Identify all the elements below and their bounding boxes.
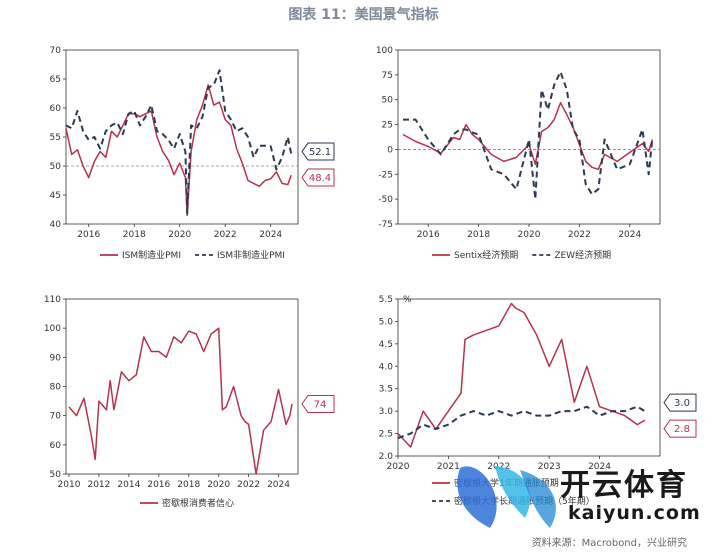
x-tick-label: 2018 <box>467 230 490 240</box>
y-tick-label: -50 <box>378 195 393 205</box>
x-tick-label: 2024 <box>618 230 641 240</box>
chart-panel-3: 50 60 70 80 90 100 110 2010 2012 2014 2016 2018 2020… <box>44 295 335 509</box>
end-value-label: 52.1 <box>309 147 331 158</box>
y-tick-label: 50 <box>50 162 62 172</box>
series-line-1 <box>402 101 654 171</box>
x-tick-label: 2010 <box>58 480 81 490</box>
x-tick-label: 2012 <box>87 480 110 490</box>
end-value-callout <box>663 419 697 438</box>
series-line-2 <box>65 69 293 215</box>
legend-label: Sentix经济预期 <box>454 249 518 261</box>
y-tick-label: 3.0 <box>379 407 394 417</box>
x-tick-label: 2022 <box>214 230 237 240</box>
series-line-1 <box>397 302 646 448</box>
y-tick-label: 100 <box>376 46 393 56</box>
x-tick-label: 2022 <box>568 230 591 240</box>
end-value-callout <box>301 168 335 187</box>
y-tick-label: 75 <box>382 71 393 81</box>
y-tick-label: 65 <box>50 75 61 85</box>
y-tick-label: 50 <box>50 470 62 480</box>
x-tick-label: 2020 <box>518 230 541 240</box>
y-tick-label: 60 <box>50 104 62 114</box>
watermark-title: 开云体育 <box>560 468 688 503</box>
y-tick-label: 70 <box>50 46 62 56</box>
plot-frame <box>397 298 661 457</box>
y-tick-label: 4.0 <box>379 362 394 372</box>
chart-panel-1: 40 45 50 55 60 65 70 2016 2018 2020 2022 2024 52.1 48… <box>50 46 335 261</box>
y-tick-label: -75 <box>378 220 393 230</box>
y-tick-label: 2.5 <box>379 430 393 440</box>
x-tick-label: 2020 <box>207 480 230 490</box>
watermark: 开云体育 kaiyun.com <box>440 458 720 536</box>
y-tick-label: 50 <box>382 96 394 106</box>
end-value-callout <box>301 142 335 161</box>
x-tick-label: 2018 <box>123 230 146 240</box>
x-tick-label: 2023 <box>538 462 561 472</box>
legend-label: 密歇根消费者信心 <box>162 497 234 509</box>
x-tick-label: 2016 <box>417 230 440 240</box>
end-value-label: 74 <box>314 400 327 411</box>
series-line-1 <box>65 84 292 217</box>
end-value-label: 48.4 <box>309 173 331 184</box>
legend-label: ISM非制造业PMI <box>217 249 285 261</box>
end-value-label: 2.8 <box>674 424 690 435</box>
y-tick-label: 4.5 <box>379 340 393 350</box>
x-tick-label: 2016 <box>147 480 170 490</box>
y-tick-label: 100 <box>44 324 61 334</box>
y-tick-label: 5.0 <box>379 317 394 327</box>
y-tick-label: 2.0 <box>379 452 394 462</box>
x-tick-label: 2018 <box>177 480 200 490</box>
y-tick-label: 60 <box>50 441 62 451</box>
series-line-1 <box>68 327 293 475</box>
y-tick-label: 3.5 <box>379 385 393 395</box>
legend-label: ZEW经济预期 <box>554 249 611 261</box>
chart-panel-2: -75 -50 -25 0 25 50 75 100 2016 2018 2020 2022 2024 S… <box>376 46 661 261</box>
end-value-label: 3.0 <box>674 398 690 409</box>
plot-frame <box>65 298 299 475</box>
watermark-url: kaiyun.com <box>568 502 701 524</box>
series-line-2 <box>397 405 646 440</box>
plot-frame <box>397 49 661 225</box>
y-tick-label: 55 <box>50 133 61 143</box>
source-footer: 资料来源：Macrobond，兴业研究 <box>531 538 687 549</box>
x-tick-label: 2024 <box>588 462 611 472</box>
x-tick-label: 2014 <box>117 480 140 490</box>
x-tick-label: 2021 <box>437 462 460 472</box>
y-tick-label: -25 <box>378 170 393 180</box>
series-line-2 <box>403 70 654 201</box>
x-tick-label: 2022 <box>237 480 260 490</box>
x-tick-label: 2024 <box>259 230 282 240</box>
end-value-callout <box>301 395 335 413</box>
legend-label: ISM制造业PMI <box>122 249 181 261</box>
watermark-logo-icon <box>457 466 556 528</box>
y-tick-label: 0 <box>387 145 393 155</box>
y-tick-label: 5.5 <box>379 295 393 305</box>
y-axis-unit: % <box>403 295 412 305</box>
y-tick-label: 80 <box>50 383 62 393</box>
y-tick-label: 25 <box>382 121 393 131</box>
x-tick-label: 2020 <box>387 462 410 472</box>
page-title: 图表 11：美国景气指标 <box>288 7 439 23</box>
y-tick-label: 110 <box>44 295 61 305</box>
x-tick-label: 2016 <box>77 230 100 240</box>
end-value-callout <box>663 393 697 412</box>
y-tick-label: 70 <box>50 412 62 422</box>
y-tick-label: 90 <box>50 353 62 363</box>
plot-frame <box>65 49 299 225</box>
y-tick-label: 40 <box>50 220 62 230</box>
x-tick-label: 2024 <box>267 480 290 490</box>
y-tick-label: 45 <box>50 191 61 201</box>
x-tick-label: 2020 <box>168 230 191 240</box>
